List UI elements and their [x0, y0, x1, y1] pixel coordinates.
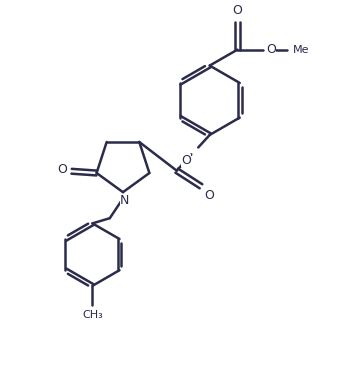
Text: O: O [266, 43, 276, 56]
Text: O: O [58, 163, 68, 176]
Text: O: O [204, 189, 214, 202]
Text: O: O [181, 154, 191, 167]
Text: CH₃: CH₃ [82, 310, 103, 320]
Text: O: O [232, 4, 242, 17]
Text: N: N [120, 194, 130, 206]
Text: Me: Me [293, 45, 309, 54]
